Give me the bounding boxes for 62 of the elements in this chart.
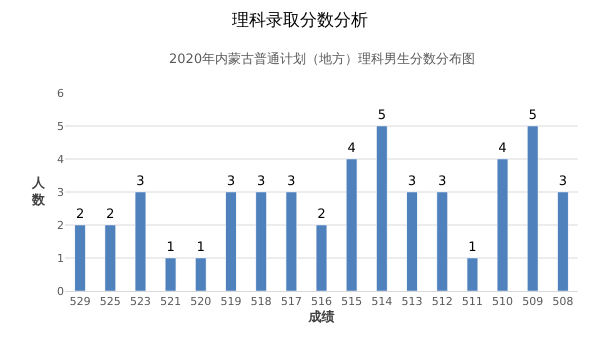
y-tick-label: 0	[57, 284, 64, 298]
x-tick-label: 523	[130, 295, 151, 308]
data-label: 1	[166, 240, 175, 255]
chart-subtitle: 2020年内蒙古普通计划（地方）理科男生分数分布图	[169, 51, 476, 67]
x-tick-label: 517	[280, 295, 302, 308]
data-label: 2	[76, 207, 84, 222]
bar	[557, 192, 568, 291]
bar	[165, 258, 176, 291]
data-label: 4	[348, 141, 356, 156]
y-tick-label: 6	[57, 86, 64, 100]
bar	[527, 126, 538, 291]
data-label: 3	[558, 174, 568, 189]
x-tick-label: 512	[432, 295, 453, 308]
data-label: 5	[378, 108, 386, 123]
data-label: 3	[226, 174, 236, 189]
data-label: 3	[438, 174, 446, 189]
x-tick-label: 521	[160, 295, 182, 308]
data-label: 4	[498, 141, 507, 156]
data-label: 5	[528, 108, 537, 123]
x-tick-label: 520	[190, 295, 212, 308]
data-label: 3	[136, 174, 145, 189]
y-tick-label: 1	[57, 252, 64, 265]
bar	[195, 258, 206, 291]
data-label: 3	[408, 174, 416, 189]
bar	[346, 158, 358, 291]
chart-title: 理科录取分数分析	[232, 10, 368, 31]
bar	[316, 224, 328, 291]
x-tick-label: 513	[402, 295, 423, 308]
bar	[104, 224, 116, 291]
data-label: 3	[257, 174, 266, 189]
bar	[225, 192, 236, 291]
x-tick-label: 518	[250, 295, 272, 308]
x-tick-label: 515	[341, 295, 362, 308]
bar	[286, 192, 297, 291]
data-label: 2	[106, 207, 114, 222]
y-tick-label: 4	[57, 152, 64, 166]
bar	[134, 192, 146, 291]
y-tick-label: 5	[57, 120, 64, 133]
bar	[256, 192, 267, 291]
bar	[406, 192, 418, 291]
y-tick-label: 3	[57, 186, 64, 199]
x-tick-label: 508	[552, 295, 574, 308]
y-axis-title: 人数	[31, 176, 46, 208]
x-tick-label: 514	[371, 295, 392, 308]
x-tick-label: 510	[492, 295, 514, 308]
x-tick-label: 529	[70, 295, 91, 308]
data-label: 1	[196, 240, 205, 255]
x-tick-label: 516	[311, 295, 332, 308]
bar	[497, 158, 508, 291]
x-tick-label: 511	[462, 295, 483, 308]
bar	[376, 126, 388, 291]
data-label: 1	[468, 240, 477, 255]
x-tick-label: 525	[100, 295, 121, 308]
data-label: 2	[317, 207, 326, 222]
y-tick-label: 2	[57, 218, 64, 232]
bar	[74, 224, 86, 291]
x-tick-label: 519	[220, 295, 242, 308]
bar	[436, 192, 448, 291]
x-tick-label: 509	[522, 295, 544, 308]
bar	[466, 258, 478, 291]
x-axis-title: 成绩	[308, 310, 334, 325]
data-label: 3	[287, 174, 296, 189]
